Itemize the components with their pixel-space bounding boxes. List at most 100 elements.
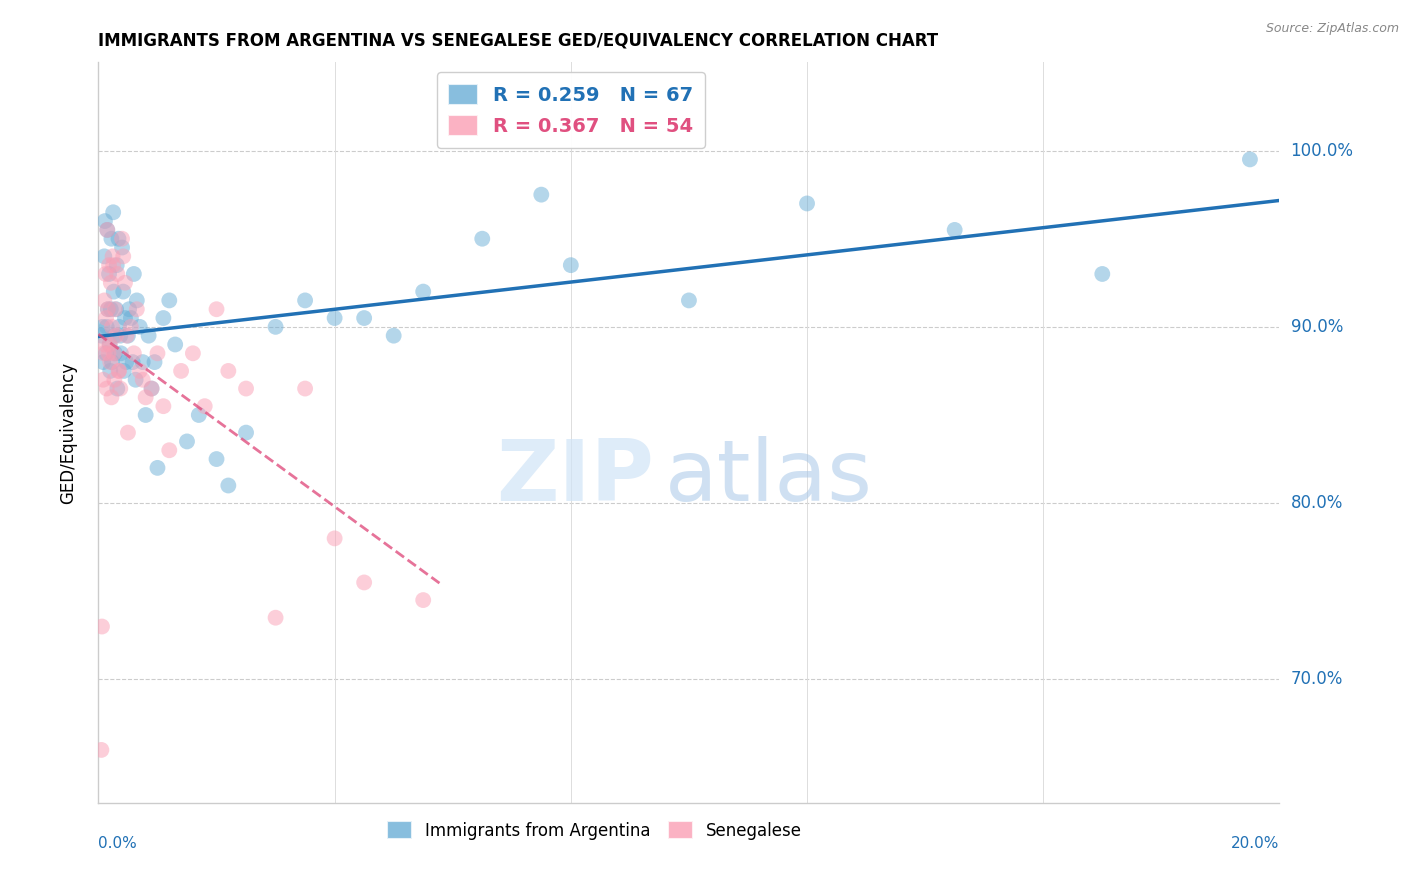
Point: [235, 382, 257, 396]
Point: [353, 575, 375, 590]
Point: [122, 267, 145, 281]
Point: [94, 311, 117, 326]
Point: [105, 267, 128, 281]
Point: [264, 319, 287, 334]
Text: 90.0%: 90.0%: [1291, 318, 1343, 336]
Point: [93, 346, 115, 360]
Point: [157, 293, 180, 308]
Point: [141, 382, 163, 396]
Point: [98, 355, 121, 369]
Point: [205, 302, 228, 317]
Point: [101, 355, 124, 369]
Point: [98, 267, 121, 281]
Point: [1091, 267, 1114, 281]
Point: [353, 311, 375, 326]
Point: [120, 319, 142, 334]
Point: [115, 328, 138, 343]
Point: [124, 373, 146, 387]
Point: [112, 364, 135, 378]
Point: [105, 302, 128, 317]
Text: 70.0%: 70.0%: [1291, 671, 1343, 689]
Text: atlas: atlas: [665, 435, 873, 518]
Point: [217, 364, 239, 378]
Point: [382, 328, 405, 343]
Point: [264, 611, 287, 625]
Point: [121, 355, 143, 369]
Point: [110, 328, 132, 343]
Point: [170, 364, 193, 378]
Point: [412, 593, 434, 607]
Point: [141, 382, 163, 396]
Point: [143, 355, 166, 369]
Point: [93, 249, 115, 263]
Point: [146, 346, 169, 360]
Point: [105, 328, 128, 343]
Point: [294, 382, 316, 396]
Point: [104, 346, 127, 360]
Text: Source: ZipAtlas.com: Source: ZipAtlas.com: [1265, 22, 1399, 36]
Point: [107, 364, 129, 378]
Point: [1239, 153, 1261, 167]
Point: [323, 532, 346, 546]
Text: 0.0%: 0.0%: [98, 836, 138, 851]
Point: [91, 355, 114, 369]
Point: [98, 337, 121, 351]
Point: [181, 346, 204, 360]
Point: [97, 302, 120, 317]
Point: [112, 249, 135, 263]
Point: [194, 399, 217, 413]
Text: 100.0%: 100.0%: [1291, 142, 1354, 160]
Point: [101, 249, 124, 263]
Point: [90, 328, 112, 343]
Point: [112, 285, 135, 299]
Point: [125, 293, 148, 308]
Point: [135, 390, 157, 404]
Point: [165, 337, 187, 351]
Point: [100, 302, 122, 317]
Text: 20.0%: 20.0%: [1232, 836, 1279, 851]
Point: [103, 373, 125, 387]
Point: [96, 319, 118, 334]
Point: [176, 434, 198, 449]
Point: [108, 364, 131, 378]
Legend: Immigrants from Argentina, Senegalese: Immigrants from Argentina, Senegalese: [381, 814, 808, 847]
Point: [105, 382, 128, 396]
Point: [128, 364, 150, 378]
Point: [96, 223, 118, 237]
Point: [103, 258, 125, 272]
Point: [94, 346, 117, 360]
Point: [110, 382, 132, 396]
Point: [235, 425, 257, 440]
Point: [796, 196, 818, 211]
Point: [412, 285, 434, 299]
Point: [132, 373, 155, 387]
Point: [96, 382, 118, 396]
Text: ZIP: ZIP: [496, 435, 654, 518]
Text: IMMIGRANTS FROM ARGENTINA VS SENEGALESE GED/EQUIVALENCY CORRELATION CHART: IMMIGRANTS FROM ARGENTINA VS SENEGALESE …: [98, 32, 939, 50]
Point: [104, 302, 127, 317]
Point: [98, 337, 121, 351]
Point: [111, 241, 134, 255]
Point: [152, 311, 174, 326]
Text: 80.0%: 80.0%: [1291, 494, 1343, 512]
Point: [98, 364, 121, 378]
Point: [678, 293, 700, 308]
Point: [114, 311, 136, 326]
Point: [117, 425, 139, 440]
Point: [100, 232, 122, 246]
Point: [323, 311, 346, 326]
Point: [471, 232, 494, 246]
Point: [132, 355, 155, 369]
Point: [125, 302, 148, 317]
Point: [138, 328, 160, 343]
Point: [100, 276, 122, 290]
Point: [91, 373, 114, 387]
Point: [146, 461, 169, 475]
Point: [97, 346, 120, 360]
Point: [94, 214, 117, 228]
Point: [152, 399, 174, 413]
Point: [93, 293, 115, 308]
Point: [118, 302, 141, 317]
Point: [217, 478, 239, 492]
Point: [100, 390, 122, 404]
